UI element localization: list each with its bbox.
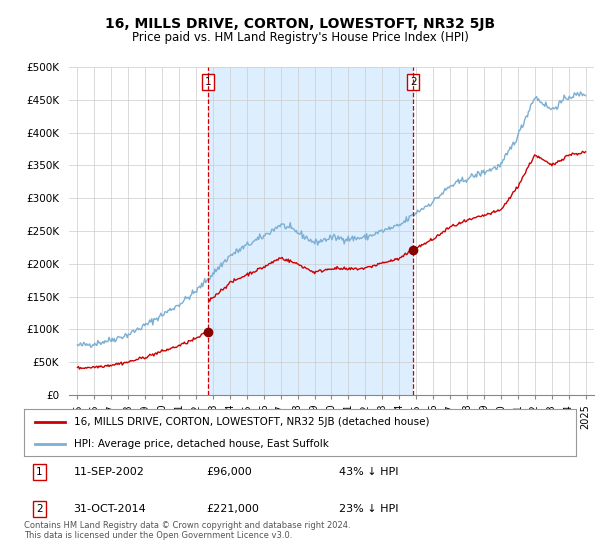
Bar (208, 67, 413, 395)
Text: This data is licensed under the Open Government Licence v3.0.: This data is licensed under the Open Gov… (24, 531, 292, 540)
Text: Price paid vs. HM Land Registry's House Price Index (HPI): Price paid vs. HM Land Registry's House … (131, 31, 469, 44)
Text: Contains HM Land Registry data © Crown copyright and database right 2024.: Contains HM Land Registry data © Crown c… (24, 521, 350, 530)
Text: £221,000: £221,000 (206, 504, 259, 514)
Text: 16, MILLS DRIVE, CORTON, LOWESTOFT, NR32 5JB (detached house): 16, MILLS DRIVE, CORTON, LOWESTOFT, NR32… (74, 417, 429, 427)
Text: 16, MILLS DRIVE, CORTON, LOWESTOFT, NR32 5JB: 16, MILLS DRIVE, CORTON, LOWESTOFT, NR32… (105, 17, 495, 31)
Text: 1: 1 (205, 77, 211, 87)
Text: 23% ↓ HPI: 23% ↓ HPI (338, 504, 398, 514)
Text: 2: 2 (36, 504, 43, 514)
Text: 1: 1 (36, 467, 43, 477)
Text: 2: 2 (410, 77, 416, 87)
Text: HPI: Average price, detached house, East Suffolk: HPI: Average price, detached house, East… (74, 438, 329, 449)
Text: 43% ↓ HPI: 43% ↓ HPI (338, 467, 398, 477)
Text: £96,000: £96,000 (206, 467, 252, 477)
Text: 31-OCT-2014: 31-OCT-2014 (74, 504, 146, 514)
Text: 11-SEP-2002: 11-SEP-2002 (74, 467, 145, 477)
